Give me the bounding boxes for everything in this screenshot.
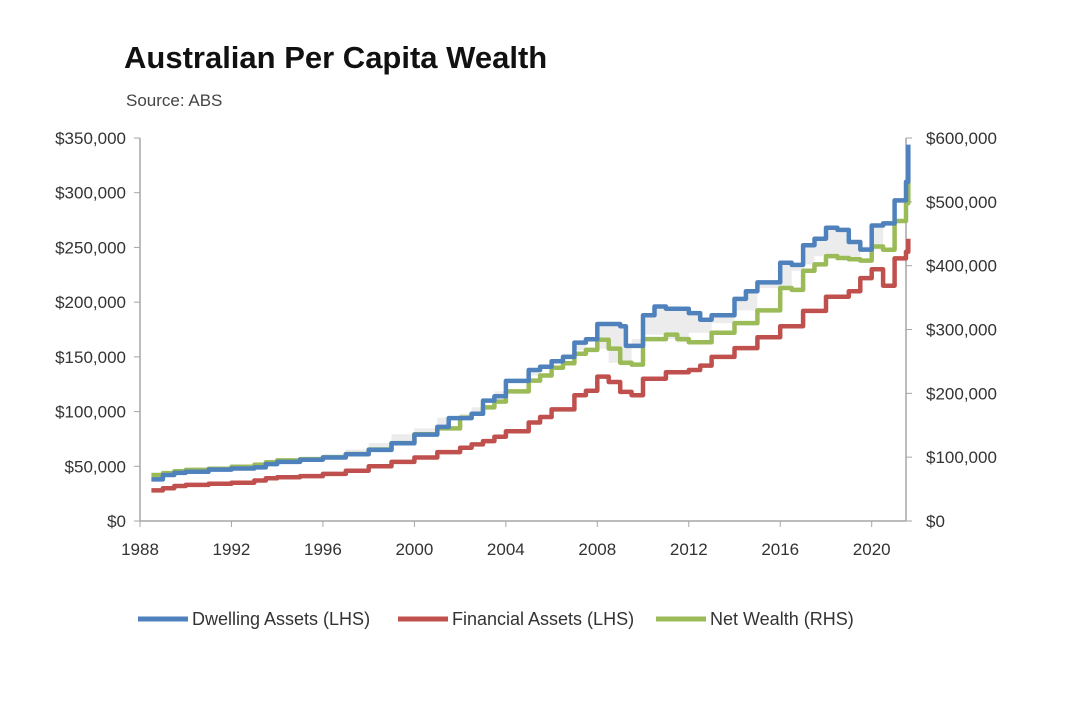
x-tick-label: 1988 (121, 540, 159, 559)
series-layer (151, 144, 911, 493)
left-tick-label: $350,000 (55, 129, 126, 148)
series-line-0 (151, 144, 911, 482)
right-tick-label: $200,000 (926, 384, 997, 403)
left-tick-label: $150,000 (55, 348, 126, 367)
right-tick-label: $0 (926, 512, 945, 531)
x-tick-label: 2008 (578, 540, 616, 559)
right-tick-label: $300,000 (926, 321, 997, 340)
x-tick-label: 2012 (670, 540, 708, 559)
x-tick-label: 2016 (761, 540, 799, 559)
right-tick-label: $100,000 (926, 448, 997, 467)
x-tick-label: 2004 (487, 540, 525, 559)
x-tick-label: 2020 (853, 540, 891, 559)
series-line-1 (151, 238, 911, 493)
right-tick-label: $600,000 (926, 129, 997, 148)
axes: $0 $50,000 $100,000 $150,000 $200,000 $250,00… (55, 129, 997, 559)
x-tick-label: 1996 (304, 540, 342, 559)
x-tick-label: 1992 (213, 540, 251, 559)
left-tick-label: $300,000 (55, 184, 126, 203)
left-tick-label: $250,000 (55, 238, 126, 257)
legend: Dwelling Assets (LHS) Financial Assets (L… (138, 609, 854, 629)
left-tick-label: $0 (107, 512, 126, 531)
right-tick-label: $500,000 (926, 193, 997, 212)
x-tick-label: 2000 (395, 540, 433, 559)
left-tick-label: $100,000 (55, 403, 126, 422)
chart-title: Australian Per Capita Wealth (124, 40, 548, 75)
legend-label: Dwelling Assets (LHS) (192, 609, 370, 629)
legend-label: Financial Assets (LHS) (452, 609, 634, 629)
legend-label: Net Wealth (RHS) (710, 609, 854, 629)
left-tick-label: $50,000 (65, 457, 126, 476)
left-tick-label: $200,000 (55, 293, 126, 312)
right-tick-label: $400,000 (926, 257, 997, 276)
chart-subtitle: Source: ABS (126, 91, 223, 110)
